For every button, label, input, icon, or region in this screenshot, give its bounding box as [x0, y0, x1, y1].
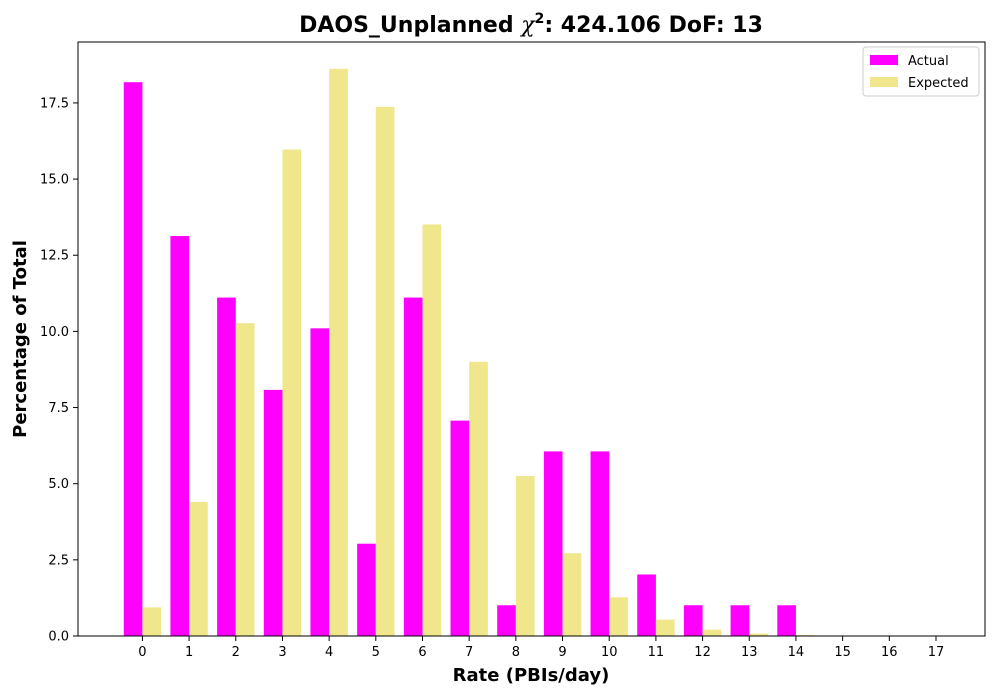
y-tick-label: 17.5 — [40, 96, 69, 111]
legend-label-expected: Expected — [908, 76, 969, 91]
bar-actual-10 — [590, 451, 610, 636]
x-tick-label: 12 — [694, 645, 711, 660]
x-tick-label: 14 — [788, 645, 805, 660]
bar-actual-7 — [450, 420, 470, 636]
x-tick-label: 16 — [881, 645, 898, 660]
x-tick-label: 5 — [372, 645, 380, 660]
bar-actual-1 — [170, 236, 190, 637]
bar-actual-11 — [637, 574, 656, 636]
y-ticks: 0.0 2.5 5.0 7.5 10.0 12.5 15.0 17.5 — [40, 96, 78, 645]
x-tick-label: 4 — [325, 645, 333, 660]
bar-actual-2 — [217, 297, 236, 636]
bar-expected-10 — [609, 597, 628, 636]
x-tick-label: 1 — [185, 645, 193, 660]
bar-expected-3 — [282, 149, 302, 636]
bar-actual-12 — [683, 605, 703, 636]
y-tick-label: 15.0 — [40, 173, 69, 188]
bar-expected-8 — [515, 476, 535, 636]
y-tick-label: 10.0 — [40, 325, 69, 340]
bar-actual-8 — [497, 605, 516, 636]
plot-frame — [77, 41, 986, 637]
bar-expected-9 — [562, 553, 582, 636]
legend: Actual Expected — [862, 46, 980, 97]
chart-title: DAOS_Unplanned χ2: 424.106 DoF: 13 — [299, 11, 763, 38]
x-tick-label: 11 — [648, 645, 665, 660]
bars-group — [123, 68, 862, 637]
x-tick-label: 3 — [278, 645, 286, 660]
x-tick-label: 17 — [928, 645, 945, 660]
x-ticks: 0 1 2 3 4 5 6 7 8 9 10 11 12 13 14 15 16 17 — [138, 636, 944, 660]
y-tick-label: 12.5 — [40, 249, 69, 264]
bar-expected-0 — [142, 607, 162, 636]
x-tick-label: 15 — [834, 645, 851, 660]
bar-expected-2 — [235, 323, 255, 636]
bar-actual-14 — [777, 605, 796, 636]
x-tick-label: 10 — [601, 645, 618, 660]
y-tick-label: 2.5 — [48, 553, 69, 568]
x-tick-label: 0 — [138, 645, 146, 660]
bar-expected-13 — [749, 633, 768, 636]
bar-expected-7 — [469, 361, 488, 636]
bar-actual-0 — [123, 82, 143, 636]
bar-actual-9 — [543, 451, 563, 636]
bar-actual-13 — [730, 605, 750, 636]
bar-expected-4 — [329, 68, 348, 636]
legend-swatch-expected — [870, 77, 898, 87]
bar-expected-12 — [702, 629, 722, 636]
x-tick-label: 7 — [465, 645, 473, 660]
legend-swatch-actual — [870, 55, 898, 65]
x-axis-label: Rate (PBIs/day) — [453, 665, 610, 686]
bar-actual-6 — [403, 297, 423, 636]
x-tick-label: 13 — [741, 645, 758, 660]
bar-actual-5 — [357, 543, 376, 636]
bar-expected-1 — [189, 501, 208, 636]
y-tick-label: 7.5 — [48, 401, 69, 416]
y-tick-label: 5.0 — [48, 477, 69, 492]
y-tick-label: 0.0 — [48, 630, 69, 645]
x-tick-label: 9 — [558, 645, 566, 660]
bar-actual-4 — [310, 328, 330, 636]
bar-expected-6 — [422, 224, 442, 637]
x-tick-label: 2 — [232, 645, 240, 660]
x-tick-label: 6 — [418, 645, 426, 660]
legend-label-actual: Actual — [908, 54, 949, 69]
y-axis-label: Percentage of Total — [10, 240, 31, 438]
bar-expected-11 — [655, 619, 675, 636]
x-tick-label: 8 — [512, 645, 520, 660]
bar-expected-5 — [375, 106, 395, 637]
bar-actual-3 — [263, 389, 283, 636]
